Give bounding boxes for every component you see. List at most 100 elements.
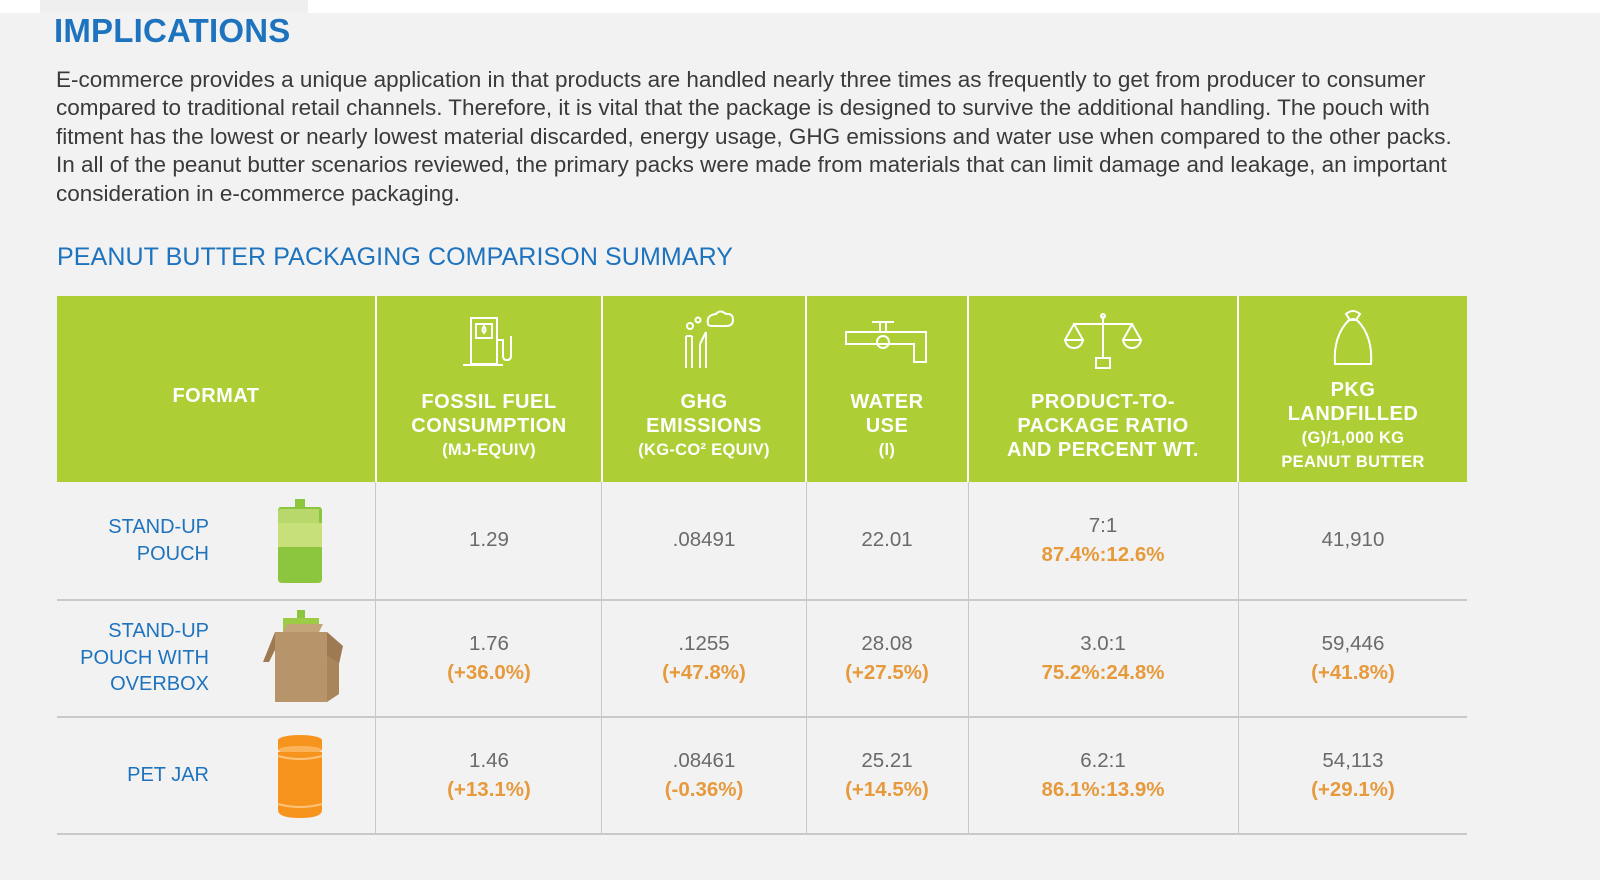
pouch-in-box-icon: [261, 610, 347, 709]
fossil-cell: 1.76 (+36.0%): [377, 630, 601, 687]
header-unit: (l): [878, 441, 896, 459]
header-landfill: PKG LANDFILLED (G)/1,000 KG PEANUT BUTTE…: [1239, 296, 1467, 482]
value: .08491: [672, 528, 736, 551]
table-title: PEANUT BUTTER PACKAGING COMPARISON SUMMA…: [57, 243, 734, 271]
row-format-label: PET JAR: [127, 762, 209, 789]
row-divider: [57, 716, 1467, 718]
header-format-label: FORMAT: [172, 385, 260, 407]
header-unit: (KG-CO² EQUIV): [638, 441, 770, 459]
top-strip-tab: [40, 0, 308, 13]
column-divider: [375, 482, 376, 834]
landfill-cell: 54,113 (+29.1%): [1239, 747, 1467, 804]
header-line: GHG: [680, 391, 728, 413]
value: 28.08: [861, 632, 913, 655]
ghg-cell: .08461 (-0.36%): [603, 747, 805, 804]
header-line: FOSSIL FUEL: [421, 391, 557, 413]
header-landfill-text: PKG LANDFILLED (G)/1,000 KG PEANUT BUTTE…: [1239, 378, 1467, 474]
format-line: PET JAR: [127, 764, 209, 786]
header-format: FORMAT: [57, 296, 375, 482]
column-divider: [968, 482, 969, 834]
percent-value: 86.1%:13.9%: [1041, 777, 1165, 801]
value: 59,446: [1321, 632, 1385, 655]
landfill-cell: 41,910: [1239, 526, 1467, 555]
body-line: fitment has the lowest or nearly lowest …: [56, 123, 1452, 149]
pouch-icon: [275, 499, 325, 590]
ghg-cell: .1255 (+47.8%): [603, 630, 805, 687]
water-cell: 22.01: [807, 526, 967, 555]
header-unit: (MJ-EQUIV): [442, 441, 536, 459]
header-water-text: WATER USE (l): [807, 390, 967, 462]
value: 1.76: [469, 632, 509, 655]
value: 41,910: [1321, 528, 1385, 551]
water-cell: 28.08 (+27.5%): [807, 630, 967, 687]
body-line: consideration in e-commerce packaging.: [56, 180, 460, 206]
format-line: STAND-UP: [108, 620, 209, 642]
fossil-cell: 1.29: [377, 526, 601, 555]
body-paragraph: E-commerce provides a unique application…: [56, 66, 1496, 208]
header-divider: [601, 296, 603, 482]
table-header-row: [57, 296, 1467, 482]
percent-value: (+47.8%): [662, 660, 746, 684]
column-divider: [806, 482, 807, 834]
header-line: PRODUCT-TO-: [1030, 391, 1175, 413]
header-divider: [805, 296, 807, 482]
value: .08461: [672, 749, 736, 772]
ratio-cell: 3.0:1 75.2%:24.8%: [969, 630, 1237, 687]
value: 7:1: [1088, 514, 1118, 537]
ratio-cell: 6.2:1 86.1%:13.9%: [969, 747, 1237, 804]
value: 1.29: [469, 528, 509, 551]
header-line: USE: [865, 415, 909, 437]
faucet-icon: [807, 310, 967, 372]
balance-scale-icon: [969, 310, 1237, 372]
percent-value: (+13.1%): [447, 777, 531, 801]
body-line: E-commerce provides a unique application…: [56, 67, 1426, 92]
header-fossil-text: FOSSIL FUEL CONSUMPTION (MJ-EQUIV): [377, 390, 601, 462]
value: 54,113: [1322, 749, 1384, 772]
header-ghg: GHG EMISSIONS (KG-CO² EQUIV): [603, 296, 805, 482]
pet-jar-icon: [275, 734, 325, 825]
header-fossil-fuel: FOSSIL FUEL CONSUMPTION (MJ-EQUIV): [377, 296, 601, 482]
format-line: POUCH: [136, 542, 209, 565]
header-unit: (G)/1,000 KG: [1301, 429, 1405, 447]
format-line: OVERBOX: [110, 673, 209, 695]
percent-value: 75.2%:24.8%: [1041, 660, 1165, 684]
row-divider: [57, 599, 1467, 601]
row-format-label: STAND-UP POUCH WITH OVERBOX: [80, 618, 209, 698]
row-format-label: STAND-UP POUCH: [108, 514, 209, 567]
value: 25.21: [861, 749, 913, 772]
percent-value: (+41.8%): [1311, 660, 1395, 684]
value: 22.01: [861, 528, 913, 551]
percent-value: (+36.0%): [447, 660, 531, 684]
column-divider: [601, 482, 602, 834]
fossil-cell: 1.46 (+13.1%): [377, 747, 601, 804]
landfill-cell: 59,446 (+41.8%): [1239, 630, 1467, 687]
top-strip: [0, 0, 1600, 13]
header-unit: PEANUT BUTTER: [1281, 453, 1425, 471]
header-divider: [967, 296, 969, 482]
value: 3.0:1: [1080, 632, 1126, 655]
fuel-pump-icon: [377, 310, 601, 372]
header-line: AND PERCENT WT.: [1007, 439, 1199, 461]
column-divider: [1238, 482, 1239, 834]
row-divider: [57, 833, 1467, 835]
header-ratio: PRODUCT-TO- PACKAGE RATIO AND PERCENT WT…: [969, 296, 1237, 482]
section-heading: IMPLICATIONS: [54, 12, 291, 49]
value: .1255: [678, 632, 730, 655]
format-line: STAND-UP: [108, 516, 209, 538]
percent-value: (+27.5%): [845, 660, 929, 684]
smokestack-icon: [603, 310, 805, 372]
percent-value: 87.4%:12.6%: [1041, 542, 1165, 566]
header-line: LANDFILLED: [1287, 403, 1419, 425]
ghg-cell: .08491: [603, 526, 805, 555]
value: 1.46: [469, 749, 509, 772]
percent-value: (+14.5%): [845, 777, 929, 801]
value: 6.2:1: [1080, 749, 1126, 772]
header-divider: [375, 296, 377, 482]
header-divider: [1237, 296, 1239, 482]
body-line: compared to traditional retail channels.…: [56, 95, 1430, 121]
ratio-cell: 7:1 87.4%:12.6%: [969, 512, 1237, 569]
percent-value: (+29.1%): [1311, 777, 1395, 801]
header-line: PACKAGE RATIO: [1017, 415, 1189, 437]
header-water: WATER USE (l): [807, 296, 967, 482]
header-ghg-text: GHG EMISSIONS (KG-CO² EQUIV): [603, 390, 805, 462]
